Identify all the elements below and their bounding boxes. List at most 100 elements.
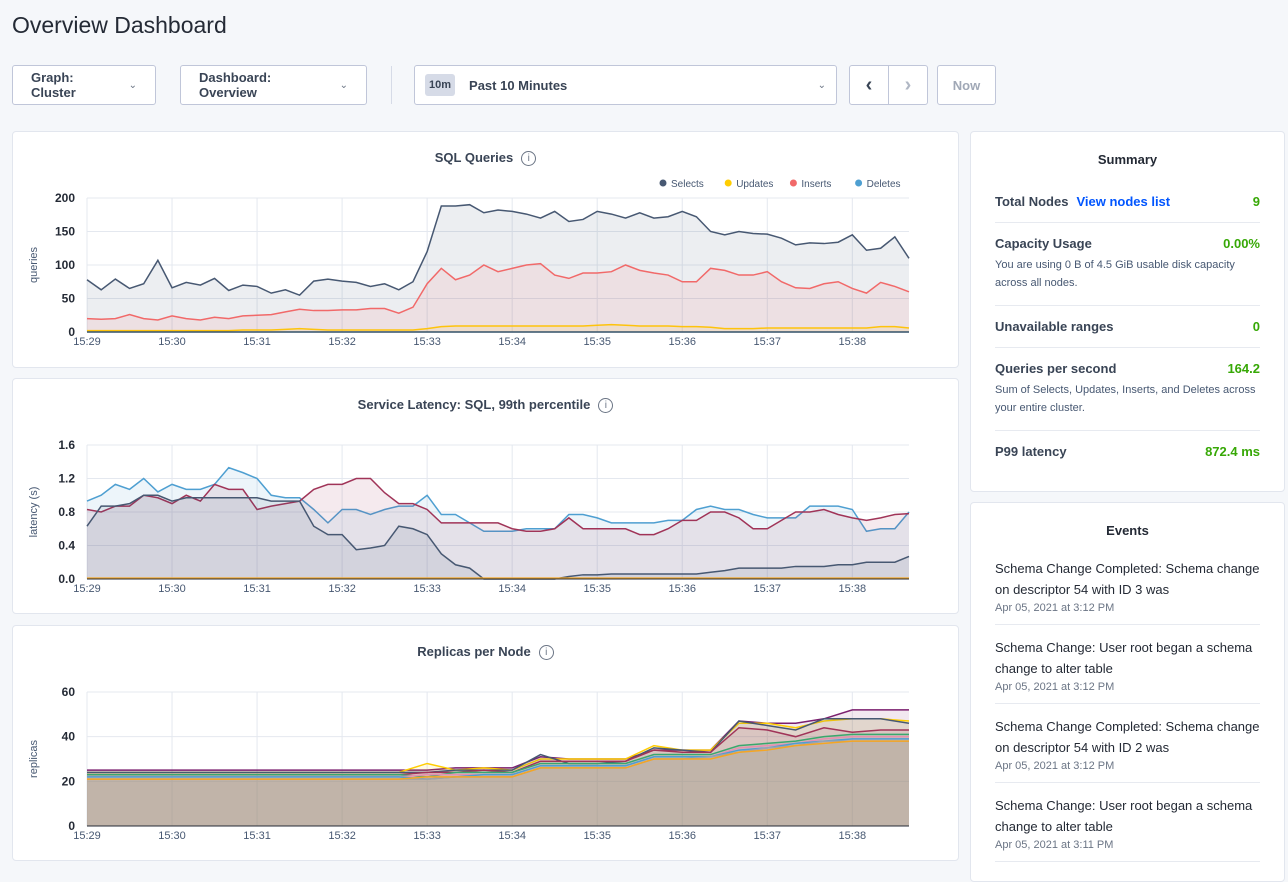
graph-select-label: Graph: Cluster — [31, 70, 76, 100]
legend-label: Selects — [671, 179, 704, 190]
summary-title: Summary — [1097, 152, 1158, 167]
series-line — [87, 733, 909, 778]
legend-marker — [724, 179, 732, 187]
event-item[interactable]: Schema Change Completed: Schema change o… — [995, 704, 1260, 783]
event-item[interactable]: Schema Change Completed: Schema change o… — [995, 546, 1260, 625]
y-tick-label: 0 — [68, 325, 75, 339]
series-area — [87, 741, 909, 826]
dashboard-select[interactable]: Dashboard: Overview ⌄ — [180, 65, 367, 105]
y-tick-label: 0 — [68, 819, 75, 833]
summary-capacity-usage: Capacity Usage 0.00% You are using 0 B of … — [995, 223, 1260, 306]
info-icon[interactable]: i — [598, 398, 614, 414]
event-text: Schema Change Completed: Schema change o… — [995, 719, 1260, 755]
x-tick-label: 15:36 — [668, 336, 696, 348]
series-area — [87, 263, 909, 332]
y-tick-label: 20 — [62, 774, 76, 788]
x-tick-label: 15:30 — [158, 336, 186, 348]
series-area — [87, 738, 909, 826]
summary-p99-latency: P99 latency 872.4 ms — [995, 431, 1260, 472]
x-tick-label: 15:34 — [498, 830, 526, 842]
x-tick-label: 15:31 — [243, 830, 271, 842]
x-tick-label: 15:35 — [583, 336, 611, 348]
x-tick-label: 15:34 — [498, 336, 526, 348]
chart-title: Replicas per Node — [417, 644, 531, 659]
x-tick-label: 15:37 — [754, 830, 782, 842]
chart-title: SQL Queries — [434, 150, 514, 165]
graph-select[interactable]: Graph: Cluster ⌄ — [12, 65, 156, 105]
info-icon[interactable]: i — [521, 151, 537, 167]
series-area — [87, 741, 909, 826]
chevron-down-icon: ⌄ — [128, 79, 137, 91]
previous-button[interactable]: ‹ — [849, 65, 889, 105]
replicas-per-node-chart: 15:29 15:30 15:31 15:32 15:33 15:34 15:35 15:36… — [12, 625, 959, 861]
legend-label: Updates — [736, 179, 773, 190]
summary-panel: Summary Total Nodes View nodes list 9 Capa… — [970, 131, 1285, 492]
next-button[interactable]: › — [888, 65, 928, 105]
legend-marker — [659, 179, 667, 187]
now-button[interactable]: Now — [937, 65, 996, 105]
y-tick-label: 1.2 — [58, 472, 75, 486]
legend-marker — [855, 179, 863, 187]
x-tick-label: 15:29 — [73, 830, 101, 842]
y-axis-label: queries — [28, 246, 40, 283]
series-line — [86, 466, 910, 533]
x-tick-label: 15:38 — [839, 830, 867, 842]
chart-title: Service Latency: SQL, 99th percentile — [357, 397, 591, 412]
info-icon[interactable]: i — [538, 645, 554, 661]
time-range-select[interactable]: 10m Past 10 Minutes ⌄ — [414, 65, 837, 105]
x-tick-label: 15:36 — [668, 583, 696, 595]
chevron-right-icon: › — [904, 73, 912, 96]
row-label: P99 latency — [995, 444, 1067, 459]
x-tick-label: 15:33 — [413, 830, 441, 842]
y-tick-label: 0.4 — [58, 539, 75, 553]
event-item[interactable]: Schema Change: User root began a schema … — [995, 783, 1260, 862]
view-nodes-link[interactable]: View nodes list — [1076, 194, 1171, 209]
event-date: Apr 05, 2021 at 3:12 PM — [995, 602, 1115, 614]
series-area — [87, 204, 909, 332]
y-tick-label: 150 — [55, 225, 75, 239]
legend-label: Inserts — [801, 179, 831, 190]
summary-qps: Queries per second 164.2 Sum of Selects, U… — [995, 348, 1260, 431]
row-description: Sum of Selects, Updates, Inserts, and De… — [995, 384, 1256, 414]
y-axis-label: latency (s) — [28, 487, 40, 538]
range-label: Past 10 Minutes — [469, 77, 568, 93]
x-tick-label: 15:37 — [754, 583, 782, 595]
row-value: 9 — [1252, 194, 1260, 209]
x-tick-label: 15:31 — [243, 583, 271, 595]
y-tick-label: 0.0 — [58, 572, 75, 586]
x-tick-label: 15:29 — [73, 583, 101, 595]
summary-total-nodes: Total Nodes View nodes list 9 — [995, 181, 1260, 223]
x-tick-label: 15:31 — [243, 336, 271, 348]
row-label: Queries per second — [995, 361, 1117, 376]
summary-unavailable-ranges: Unavailable ranges 0 — [995, 306, 1260, 348]
event-item[interactable]: Schema Change: User root began a schema … — [995, 625, 1260, 704]
event-date: Apr 05, 2021 at 3:11 PM — [995, 839, 1114, 851]
range-tag: 10m — [425, 74, 456, 96]
series-line — [87, 740, 909, 780]
y-tick-label: 60 — [62, 685, 76, 699]
event-date: Apr 05, 2021 at 3:12 PM — [995, 760, 1115, 772]
y-tick-label: 200 — [55, 191, 75, 205]
row-label: Unavailable ranges — [995, 319, 1114, 334]
legend-marker — [789, 179, 797, 187]
x-tick-label: 15:34 — [498, 583, 526, 595]
y-tick-label: 40 — [62, 730, 76, 744]
x-tick-label: 15:32 — [328, 583, 356, 595]
series-line — [87, 323, 910, 332]
series-area — [87, 478, 909, 579]
row-value: 164.2 — [1227, 361, 1260, 376]
x-tick-label: 15:35 — [583, 830, 611, 842]
event-text: Schema Change Completed: Schema change o… — [995, 561, 1260, 597]
row-description: You are using 0 B of 4.5 GiB usable disk… — [995, 259, 1235, 289]
series-line — [86, 477, 910, 536]
x-tick-label: 15:29 — [73, 336, 101, 348]
event-date: Apr 05, 2021 at 3:12 PM — [995, 681, 1115, 693]
x-tick-label: 15:35 — [583, 583, 611, 595]
sql-queries-chart: 15:29 15:30 15:31 15:32 15:33 15:34 15:35 15:36… — [12, 131, 959, 368]
chevron-down-icon: ⌄ — [817, 79, 826, 91]
x-tick-label: 15:30 — [158, 583, 186, 595]
y-tick-label: 100 — [55, 258, 75, 272]
chevron-left-icon: ‹ — [865, 73, 873, 96]
x-tick-label: 15:36 — [668, 830, 696, 842]
y-tick-label: 50 — [62, 292, 76, 306]
